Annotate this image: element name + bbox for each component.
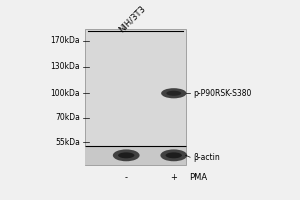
Text: 70kDa: 70kDa [55, 113, 80, 122]
Ellipse shape [166, 152, 182, 158]
FancyBboxPatch shape [85, 29, 186, 165]
Text: 170kDa: 170kDa [50, 36, 80, 45]
Text: 100kDa: 100kDa [50, 89, 80, 98]
Ellipse shape [161, 88, 186, 98]
Ellipse shape [113, 149, 140, 161]
FancyBboxPatch shape [85, 146, 186, 165]
Text: p-P90RSK-S380: p-P90RSK-S380 [193, 89, 251, 98]
Text: NIH/3T3: NIH/3T3 [117, 3, 147, 34]
Text: -: - [125, 173, 128, 182]
Text: +: + [170, 173, 177, 182]
Text: 130kDa: 130kDa [50, 62, 80, 71]
Ellipse shape [160, 149, 187, 161]
Text: 55kDa: 55kDa [55, 138, 80, 147]
Ellipse shape [166, 91, 181, 96]
Text: PMA: PMA [189, 173, 207, 182]
Text: β-actin: β-actin [193, 153, 220, 162]
Ellipse shape [118, 152, 134, 158]
